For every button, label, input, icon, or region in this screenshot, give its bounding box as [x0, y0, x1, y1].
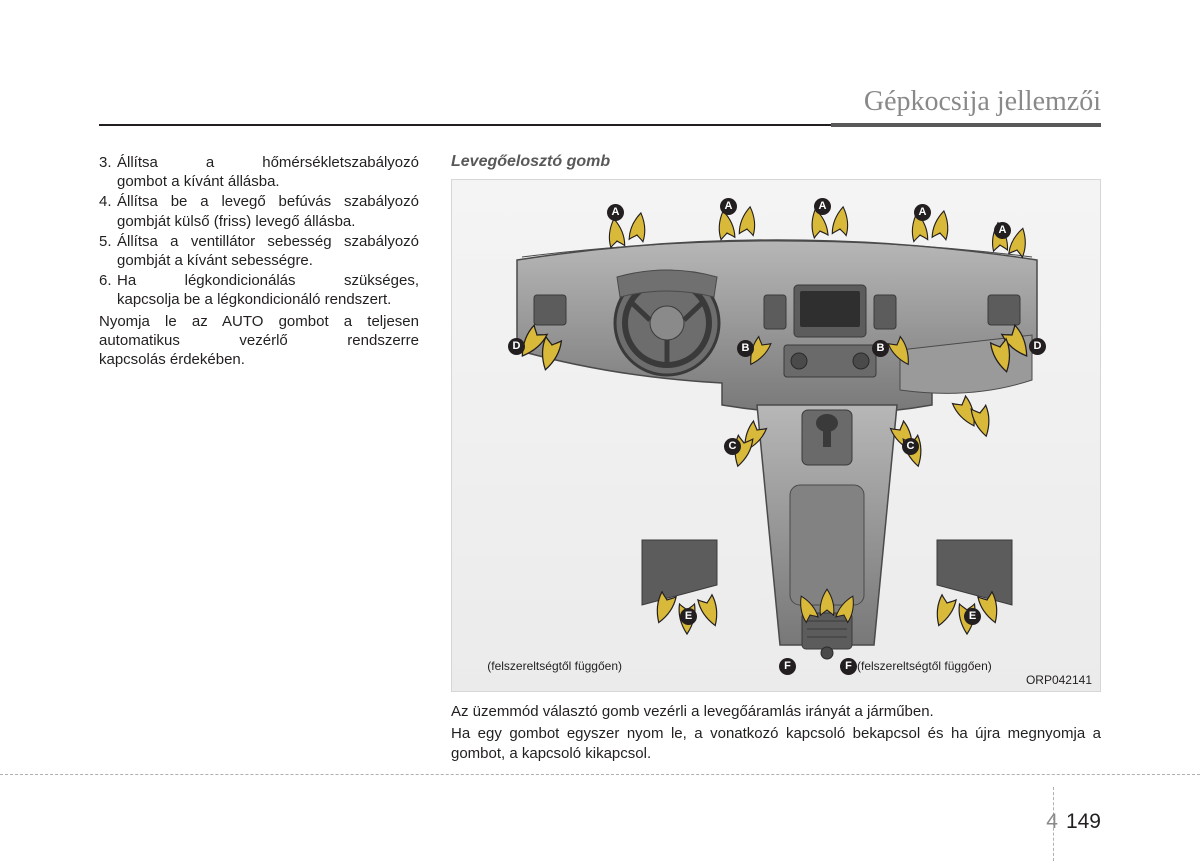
- list-item-5: 5. Állítsa a ventillátor sebesség szabál…: [99, 232, 419, 270]
- badge-f: F: [840, 658, 857, 675]
- page-number: 4 149: [1046, 810, 1101, 834]
- badge-e: E: [964, 608, 981, 625]
- dashboard-illustration: [502, 205, 1052, 665]
- badge-b: B: [737, 340, 754, 357]
- figure-annotation-right: (felszereltségtől függően): [857, 659, 992, 673]
- text-line: kapcsolja be a légkondicionáló rendszert…: [117, 290, 419, 309]
- text-line: Állítsa be a levegő befúvás szabályozó: [117, 193, 419, 210]
- list-item-4: 4. Állítsa be a levegő befúvás szabályoz…: [99, 192, 419, 230]
- badge-a: A: [814, 198, 831, 215]
- subheading: Levegőelosztó gomb: [451, 153, 1101, 171]
- list-text: Ha légkondicionálás szükséges, kapcsolja…: [117, 271, 419, 309]
- crop-line: [0, 774, 1200, 775]
- list-num: 3.: [99, 153, 117, 191]
- page-number-value: 149: [1066, 810, 1101, 833]
- text-line: Állítsa a ventillátor sebesség szabályoz…: [117, 233, 419, 250]
- header-rule: [99, 124, 1101, 126]
- paragraph: Nyomja le az AUTO gombot a teljesen auto…: [99, 312, 419, 370]
- list-num: 5.: [99, 232, 117, 270]
- text-line: gombot a kívánt állásba.: [117, 172, 419, 191]
- badge-a: A: [994, 222, 1011, 239]
- badge-b: B: [872, 340, 889, 357]
- chapter-number: 4: [1046, 810, 1058, 833]
- badge-d: D: [1029, 338, 1046, 355]
- page-header: Gépkocsija jellemzői: [864, 86, 1101, 118]
- badge-c: C: [902, 438, 919, 455]
- list-text: Állítsa be a levegő befúvás szabályozó g…: [117, 192, 419, 230]
- text-line: gombját a kívánt sebességre.: [117, 251, 419, 270]
- list-num: 4.: [99, 192, 117, 230]
- figure-code: ORP042141: [1026, 673, 1092, 687]
- badge-f: F: [779, 658, 796, 675]
- list-num: 6.: [99, 271, 117, 309]
- text-line: Nyomja le az AUTO gombot a teljesen: [99, 312, 419, 331]
- badge-c: C: [724, 438, 741, 455]
- list-item-6: 6. Ha légkondicionálás szükséges, kapcso…: [99, 271, 419, 309]
- badge-e: E: [680, 608, 697, 625]
- text-line: Állítsa a hőmérsékletszabályozó: [117, 154, 419, 171]
- figure-caption: Az üzemmód választó gomb vezérli a leveg…: [451, 702, 1101, 763]
- caption-line: Az üzemmód választó gomb vezérli a leveg…: [451, 702, 1101, 722]
- caption-line: Ha egy gombot egyszer nyom le, a vonatko…: [451, 724, 1101, 764]
- text-line: automatikus vezérlő rendszerre: [99, 331, 419, 350]
- badge-a: A: [607, 204, 624, 221]
- list-item-3: 3. Állítsa a hőmérsékletszabályozó gombo…: [99, 153, 419, 191]
- left-column: 3. Állítsa a hőmérsékletszabályozó gombo…: [99, 153, 419, 369]
- text-line: Ha légkondicionálás szükséges,: [117, 272, 419, 289]
- text-line: kapcsolás érdekében.: [99, 350, 419, 369]
- right-column: Levegőelosztó gomb: [451, 153, 1101, 763]
- badge-a: A: [720, 198, 737, 215]
- text-line: gombját külső (friss) levegő állásba.: [117, 212, 419, 231]
- list-text: Állítsa a hőmérsékletszabályozó gombot a…: [117, 153, 419, 191]
- list-text: Állítsa a ventillátor sebesség szabályoz…: [117, 232, 419, 270]
- figure-annotation-left: (felszereltségtől függően): [487, 659, 622, 673]
- badge-a: A: [914, 204, 931, 221]
- badge-d: D: [508, 338, 525, 355]
- figure-air-distribution: A A A A A D D B B C C E E F F (felszerel…: [451, 179, 1101, 692]
